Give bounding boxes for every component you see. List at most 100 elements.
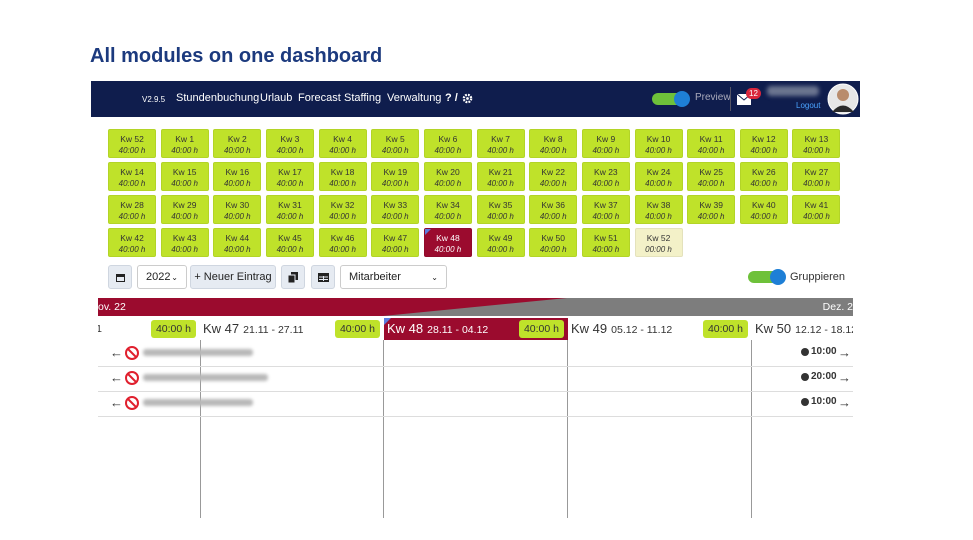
week-hours: 40:00 h [645, 212, 672, 221]
arrow-left[interactable]: ← [110, 395, 123, 410]
week-cell[interactable]: Kw 40 40:00 h [739, 195, 788, 224]
calendar-button[interactable] [108, 265, 132, 289]
week-cell[interactable]: Kw 5 40:00 h [371, 129, 420, 158]
week-cell[interactable]: Kw 49 40:00 h [476, 228, 525, 257]
week-cell[interactable]: Kw 51 40:00 h [581, 228, 630, 257]
filter-select[interactable]: Mitarbeiter ⌄ [340, 265, 447, 289]
entry-row[interactable]: ← 20:00 → [98, 366, 853, 392]
week-cell[interactable]: Kw 39 40:00 h [687, 195, 736, 224]
week-cell[interactable]: Kw 52 40:00 h [108, 129, 156, 158]
nav-item[interactable]: Stundenbuchung [176, 92, 260, 104]
week-hours: 40:00 h [750, 146, 778, 155]
week-cell[interactable]: Kw 26 40:00 h [739, 162, 788, 191]
week-cell[interactable]: Kw 43 40:00 h [160, 228, 209, 257]
week-cell[interactable]: Kw 25 40:00 h [687, 162, 736, 191]
arrow-right[interactable]: → [838, 370, 851, 385]
column-line [200, 340, 201, 518]
week-cell[interactable]: Kw 23 40:00 h [581, 162, 630, 191]
week-hours: 40:00 h [118, 245, 146, 254]
week-cell[interactable]: Kw 33 40:00 h [371, 195, 420, 224]
week-label: Kw 43 [172, 233, 197, 243]
arrow-left[interactable]: ← [110, 345, 123, 360]
nav-item[interactable]: Forecast [298, 92, 341, 104]
week-cell[interactable]: Kw 20 40:00 h [423, 162, 472, 191]
entry-row[interactable]: ← 10:00 → [98, 341, 853, 367]
week-cell[interactable]: Kw 7 40:00 h [476, 129, 525, 158]
arrow-right[interactable]: → [838, 395, 851, 410]
week-cell[interactable]: Kw 14 40:00 h [108, 162, 156, 191]
week-cell[interactable]: Kw 50 40:00 h [529, 228, 578, 257]
week-cell[interactable]: Kw 46 40:00 h [318, 228, 367, 257]
entry-row[interactable]: ← 10:00 → [98, 391, 853, 417]
arrow-right[interactable]: → [838, 345, 851, 360]
table-button[interactable] [311, 265, 335, 289]
week-hours: 40:00 h [803, 179, 830, 188]
week-hours: 40:00 h [803, 146, 830, 155]
week-cell[interactable]: Kw 2 40:00 h [213, 129, 262, 158]
week-cell[interactable]: Kw 31 40:00 h [265, 195, 314, 224]
week-cell[interactable]: Kw 27 40:00 h [792, 162, 841, 191]
week-cell[interactable]: Kw 29 40:00 h [160, 195, 209, 224]
week-cell[interactable]: Kw 24 40:00 h [634, 162, 683, 191]
week-cell[interactable]: Kw 1 40:00 h [160, 129, 209, 158]
week-cell[interactable]: Kw 42 40:00 h [108, 228, 156, 257]
week-cell[interactable]: Kw 28 40:00 h [108, 195, 156, 224]
week-label: Kw 37 [594, 200, 618, 210]
new-entry-button[interactable]: + Neuer Eintrag [190, 265, 276, 289]
week-cell[interactable]: Kw 21 40:00 h [476, 162, 525, 191]
week-hours: 40:00 h [381, 146, 409, 155]
week-cell[interactable]: Kw 45 40:00 h [265, 228, 314, 257]
copy-button[interactable] [281, 265, 305, 289]
week-label: Kw 24 [646, 167, 671, 177]
week-cell[interactable]: Kw 22 40:00 h [529, 162, 578, 191]
week-cell[interactable]: Kw 38 40:00 h [634, 195, 683, 224]
week-cell[interactable]: Kw 13 40:00 h [792, 129, 841, 158]
help[interactable]: ? / [445, 92, 458, 104]
week-cell[interactable]: Kw 16 40:00 h [213, 162, 262, 191]
copy-icon [288, 271, 298, 283]
week-cell[interactable]: Kw 36 40:00 h [529, 195, 578, 224]
week-cell[interactable]: Kw 18 40:00 h [318, 162, 367, 191]
week-cell[interactable]: Kw 8 40:00 h [529, 129, 578, 158]
week-cell[interactable]: Kw 52 00:00 h [634, 228, 683, 257]
week-cell[interactable]: Kw 3 40:00 h [265, 129, 314, 158]
week-cell[interactable]: Kw 4 40:00 h [318, 129, 367, 158]
week-cell[interactable]: Kw 32 40:00 h [318, 195, 367, 224]
year-select[interactable]: 2022 ⌄ [137, 265, 187, 289]
week-cell[interactable]: Kw 34 40:00 h [423, 195, 472, 224]
week-cell[interactable]: Kw 11 40:00 h [687, 129, 736, 158]
week-hours: 00:00 h [645, 245, 672, 254]
week-cell[interactable]: Kw 10 40:00 h [634, 129, 683, 158]
week-range: .11 [98, 323, 102, 335]
week-hours: 40:00 h [276, 146, 304, 155]
logout[interactable]: Logout [796, 101, 821, 110]
group-toggle[interactable] [748, 269, 786, 285]
column-line [383, 340, 384, 518]
week-cell[interactable]: Kw 35 40:00 h [476, 195, 525, 224]
week-cell[interactable]: Kw 6 40:00 h [423, 129, 472, 158]
week-cell[interactable]: Kw 47 40:00 h [371, 228, 420, 257]
week-cell[interactable]: Kw 37 40:00 h [581, 195, 630, 224]
week-cell[interactable]: Kw 30 40:00 h [213, 195, 262, 224]
hours-badge: 40:00 h [518, 320, 564, 338]
arrow-left[interactable]: ← [110, 370, 123, 385]
nav-item[interactable]: Staffing [344, 92, 382, 104]
settings-icon[interactable] [462, 93, 473, 104]
week-hours: 40:00 h [592, 212, 620, 221]
week-cell[interactable]: Kw 19 40:00 h [371, 162, 420, 191]
nav-item[interactable]: Urlaub [260, 92, 293, 104]
week-cell[interactable]: Kw 48 40:00 h [423, 228, 472, 257]
week-label: Kw 52 [120, 134, 144, 144]
week-cell[interactable]: Kw 9 40:00 h [581, 129, 630, 158]
nav-item[interactable]: Verwaltung [387, 92, 442, 104]
week-cell[interactable]: Kw 15 40:00 h [160, 162, 209, 191]
week-cell[interactable]: Kw 17 40:00 h [265, 162, 314, 191]
week-cell[interactable]: Kw 41 40:00 h [792, 195, 841, 224]
week-cell[interactable]: Kw 44 40:00 h [213, 228, 262, 257]
group-label: Gruppieren [790, 271, 846, 283]
week-hours: 40:00 h [645, 179, 672, 188]
week-hours: 40:00 h [223, 146, 251, 155]
week-cell[interactable]: Kw 12 40:00 h [739, 129, 788, 158]
preview-toggle[interactable] [652, 91, 690, 107]
avatar[interactable] [827, 83, 859, 115]
